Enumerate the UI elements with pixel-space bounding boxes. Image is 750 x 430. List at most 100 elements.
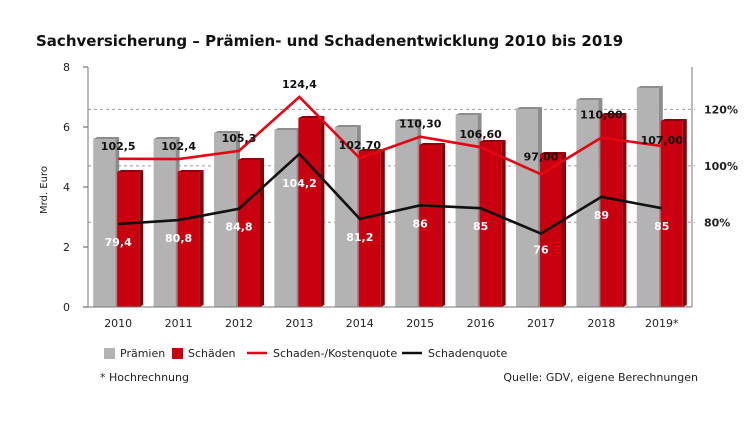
label-kostenquote: 110,00 [580, 109, 623, 122]
bar-schaeden [479, 142, 502, 307]
bar-top [419, 143, 446, 145]
legend-swatch-schaeden [172, 348, 183, 359]
label-schadenquote: 85 [473, 220, 488, 233]
label-schadenquote: 76 [533, 244, 549, 257]
bar-side [441, 143, 446, 307]
chart-title: Sachversicherung – Prämien- und Schadene… [36, 32, 623, 50]
label-kostenquote: 102,4 [161, 140, 196, 153]
bar-top [153, 137, 180, 139]
right-tick-label: 120% [704, 103, 738, 116]
bar-praemien [214, 133, 236, 307]
label-kostenquote: 102,70 [339, 139, 382, 152]
label-kostenquote: 105,3 [222, 132, 257, 145]
bar-top [93, 137, 120, 139]
bars [93, 86, 687, 307]
bar-side [260, 158, 264, 307]
x-tick-label: 2019* [645, 317, 679, 330]
data-labels: 102,5 102,4 105,3 124,4 102,70 110,30 106,60 97… [101, 78, 684, 257]
bar-schaeden [358, 151, 381, 307]
label-schadenquote: 79,4 [105, 236, 132, 249]
legend: Prämien Schäden Schaden-/Kostenquote Schade… [104, 347, 507, 360]
label-kostenquote: 124,4 [282, 78, 317, 91]
bar-schaeden [238, 160, 260, 307]
label-kostenquote: 102,5 [101, 140, 136, 153]
right-tick-label: 80% [704, 216, 730, 229]
bar-praemien [576, 100, 599, 307]
bar-schaeden [600, 115, 623, 307]
legend-label-kostenquote: Schaden-/Kostenquote [273, 347, 397, 360]
bar-top [479, 140, 506, 142]
left-tick-label: 6 [63, 121, 70, 134]
bar-praemien [395, 121, 418, 307]
bar-top [238, 158, 264, 160]
right-tick-label: 100% [704, 160, 738, 173]
bar-schaeden [540, 154, 562, 307]
x-tick-label: 2012 [225, 317, 253, 330]
x-tick-label: 2010 [104, 317, 132, 330]
bar-top [455, 113, 482, 115]
bar-side [622, 113, 627, 307]
label-schadenquote: 86 [413, 217, 429, 230]
line-kostenquote [118, 95, 662, 176]
bar-top [660, 119, 687, 121]
bar-praemien [334, 127, 357, 307]
left-tick-label: 4 [63, 181, 70, 194]
bar-schaeden [298, 118, 321, 307]
label-schadenquote: 104,2 [282, 177, 317, 190]
bar-schaeden [177, 172, 200, 307]
x-tick-label: 2018 [587, 317, 615, 330]
y-axis-label: Mrd. Euro [39, 166, 50, 214]
bar-praemien [93, 139, 116, 307]
bar-schaeden [660, 121, 683, 307]
bar-praemien [274, 130, 297, 307]
left-tick-label: 2 [63, 241, 70, 254]
bar-top [117, 170, 144, 172]
legend-label-praemien: Prämien [120, 347, 165, 360]
footnote: * Hochrechnung [100, 371, 189, 384]
bar-praemien [153, 139, 176, 307]
x-tick-label: 2015 [406, 317, 434, 330]
bar-top [395, 119, 422, 121]
bar-top [576, 98, 603, 100]
x-tick-label: 2013 [285, 317, 313, 330]
bar-top [214, 131, 240, 133]
label-schadenquote: 85 [654, 220, 669, 233]
bar-praemien [636, 88, 659, 307]
label-schadenquote: 80,8 [165, 232, 192, 245]
x-tick-label: 2011 [165, 317, 193, 330]
bar-schaeden [419, 145, 442, 307]
bar-top [177, 170, 204, 172]
label-kostenquote: 97,00 [524, 150, 559, 163]
legend-label-schadenquote: Schadenquote [428, 347, 507, 360]
legend-label-schaeden: Schäden [188, 347, 235, 360]
bar-side [562, 152, 566, 307]
left-tick-label: 8 [63, 61, 70, 74]
axes: 80% 100% 120% 0 2 4 6 8 2010 2011 2012 2013 2014 2015… [63, 61, 738, 330]
label-schadenquote: 84,8 [225, 221, 252, 234]
label-kostenquote: 110,30 [399, 118, 442, 131]
bar-side [682, 119, 687, 307]
bar-praemien [455, 115, 478, 307]
bar-top [636, 86, 663, 88]
bar-top [540, 152, 566, 154]
bar-schaeden [117, 172, 140, 307]
bar-top [274, 128, 301, 130]
legend-swatch-praemien [104, 348, 115, 359]
line-schadenquote [118, 152, 663, 236]
label-schadenquote: 81,2 [346, 231, 373, 244]
bar-side [501, 140, 506, 307]
label-kostenquote: 106,60 [459, 128, 502, 141]
x-tick-label: 2016 [467, 317, 495, 330]
lines [118, 95, 663, 236]
source-note: Quelle: GDV, eigene Berechnungen [503, 371, 698, 384]
x-tick-label: 2014 [346, 317, 374, 330]
bar-top [334, 125, 361, 127]
bar-side [380, 149, 385, 307]
bar-praemien [516, 109, 538, 307]
label-kostenquote: 107,00 [641, 134, 684, 147]
label-schadenquote: 89 [594, 209, 609, 222]
bar-side [199, 170, 204, 307]
x-tick-label: 2017 [527, 317, 555, 330]
left-tick-label: 0 [63, 301, 70, 314]
